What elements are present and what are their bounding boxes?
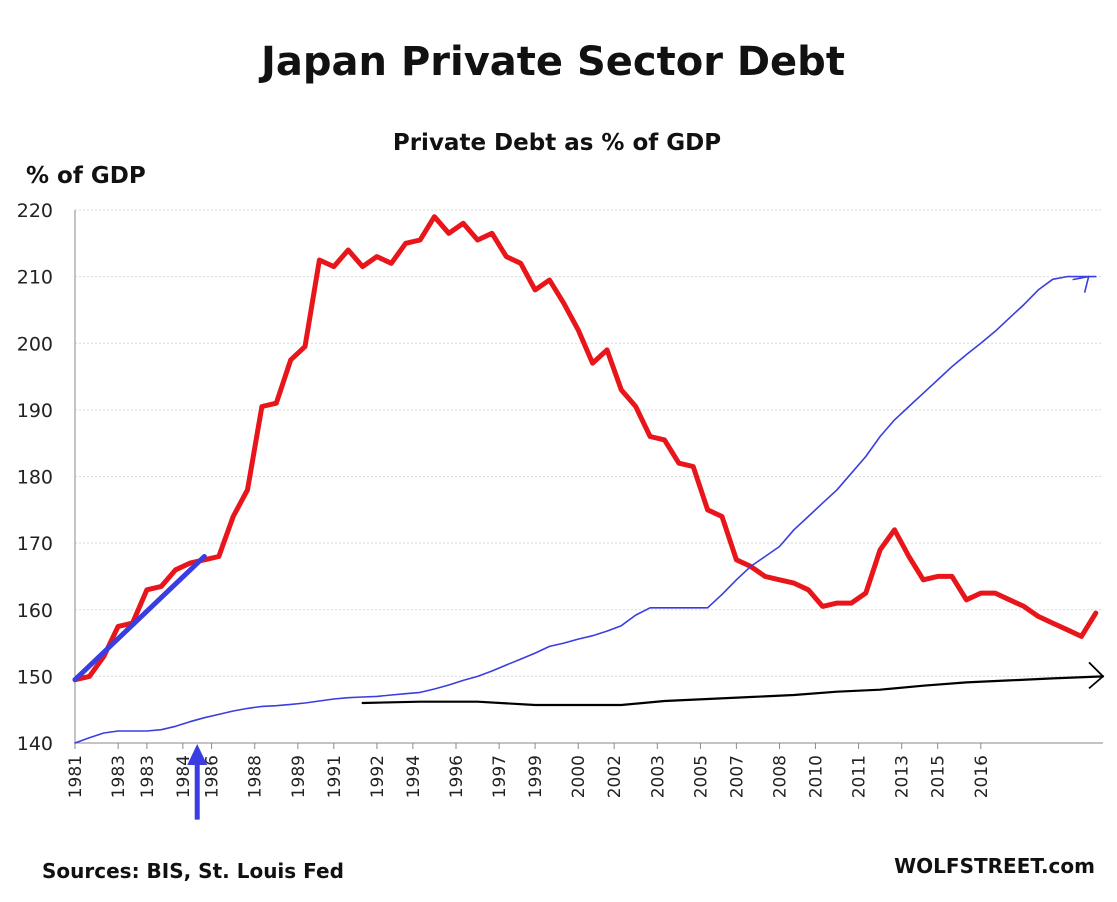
wolfstreet-credit: WOLFSTREET.com: [894, 854, 1095, 878]
x-tick-label: 2011: [850, 755, 870, 798]
trend-line-annotation: [72, 553, 207, 683]
y-axis-label: % of GDP: [26, 163, 146, 189]
annotations: [72, 275, 1105, 820]
y-tick-label: 210: [17, 267, 53, 289]
x-tick-labels: 1981 1983 1983 1984 1986 1988 1989 1991 1992 1994…: [66, 743, 992, 798]
x-tick-label: 1989: [289, 755, 309, 798]
baseline-series-line: [361, 675, 1105, 707]
x-tick-label: 1992: [368, 755, 388, 798]
y-tick-label: 140: [17, 733, 53, 755]
x-tick-label: 2015: [929, 755, 949, 798]
x-tick-label: 1996: [447, 755, 467, 798]
trend-arrowhead: [1072, 275, 1090, 293]
y-tick-label: 170: [17, 533, 53, 555]
y-tick-label: 180: [17, 467, 53, 489]
x-tick-label: 1994: [404, 755, 424, 798]
chart-subtitle: Private Debt as % of GDP: [393, 130, 721, 156]
x-tick-label: 2008: [771, 755, 791, 798]
arrow-head: [187, 744, 208, 765]
baseline-arrowhead: [1088, 661, 1105, 690]
x-tick-label: 1983: [109, 755, 129, 798]
y-tick-labels: 140 150 160 170 180 190 200 210 220: [17, 200, 53, 755]
x-tick-label: 1988: [246, 755, 266, 798]
x-tick-label: 1997: [490, 755, 510, 798]
x-tick-label: 1991: [325, 755, 345, 798]
x-tick-label: 2007: [727, 755, 747, 798]
x-tick-label: 2002: [605, 755, 625, 798]
x-tick-label: 1986: [203, 755, 223, 798]
x-tick-label: 2000: [569, 755, 589, 798]
y-tick-label: 160: [17, 600, 53, 622]
x-tick-label: 1984: [174, 755, 194, 798]
x-tick-label: 2016: [972, 755, 992, 798]
grid-lines: [74, 209, 1103, 744]
y-tick-label: 150: [17, 666, 53, 688]
x-tick-label: 1999: [526, 755, 546, 798]
series-lines: [72, 214, 1105, 744]
x-tick-label: 2013: [893, 755, 913, 798]
debt-series-line: [72, 214, 1099, 683]
trend-series-line: [74, 275, 1097, 744]
x-tick-label: 2003: [648, 755, 668, 798]
x-tick-label: 2010: [806, 755, 826, 798]
chart-title: Japan Private Sector Debt: [258, 39, 845, 85]
x-tick-label: 1981: [66, 755, 86, 798]
x-tick-label: 1983: [138, 755, 158, 798]
sources-note: Sources: BIS, St. Louis Fed: [42, 859, 344, 883]
x-tick-label: 2005: [691, 755, 711, 798]
y-tick-label: 220: [17, 200, 53, 222]
y-tick-label: 200: [17, 333, 53, 355]
y-tick-label: 190: [17, 400, 53, 422]
